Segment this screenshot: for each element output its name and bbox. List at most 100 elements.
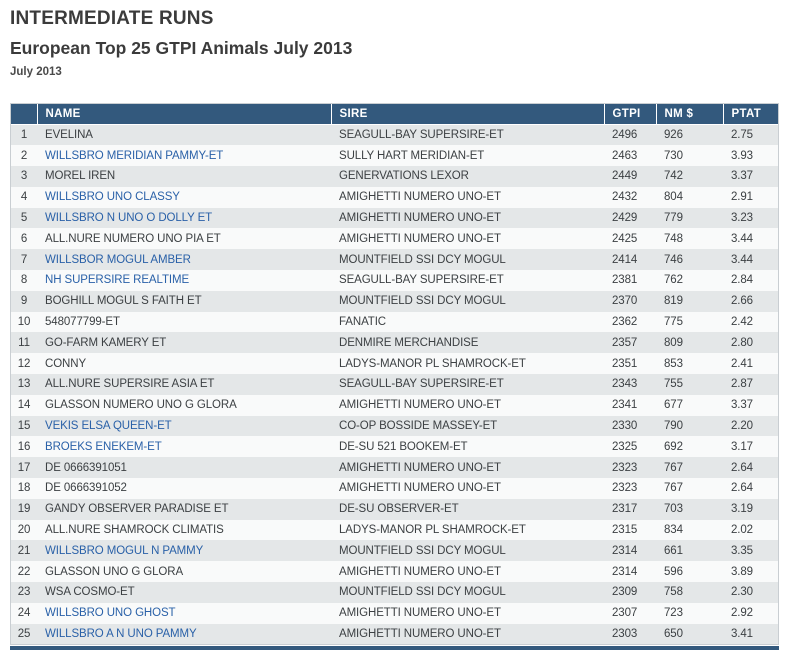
rank-cell: 19	[17, 503, 31, 516]
gtpi-cell: 2314	[612, 544, 638, 557]
nm-cell: 853	[664, 357, 683, 370]
name-cell: DE 0666391052	[37, 478, 331, 499]
nm-cell: 762	[664, 274, 683, 287]
section-title: INTERMEDIATE RUNS	[10, 8, 214, 29]
sire-cell: MOUNTFIELD SSI DCY MOGUL	[339, 544, 506, 557]
animal-name: EVELINA	[45, 129, 93, 142]
name-cell: MOREL IREN	[37, 166, 331, 187]
animal-name: MOREL IREN	[45, 170, 116, 183]
rank-cell: 9	[20, 295, 28, 308]
ptat-cell: 3.41	[731, 628, 753, 641]
animal-link[interactable]: WILLSBOR MOGUL AMBER	[45, 253, 191, 266]
rank-cell: 22	[17, 565, 31, 578]
animal-link[interactable]: WILLSBRO UNO GHOST	[45, 607, 176, 620]
sire-cell: AMIGHETTI NUMERO UNO-ET	[339, 461, 501, 474]
animal-link[interactable]: WILLSBRO MERIDIAN PAMMY-ET	[45, 149, 224, 162]
gtpi-cell: 2496	[612, 129, 638, 142]
sire-cell: DE-SU OBSERVER-ET	[339, 503, 459, 516]
table-row: 20 ALL.NURE SHAMROCK CLIMATIS LADYS-MANOR …	[11, 519, 778, 541]
animal-link[interactable]: WILLSBRO MOGUL N PAMMY	[45, 544, 204, 557]
rank-cell: 15	[17, 420, 31, 433]
nm-cell: 723	[664, 607, 683, 620]
name-cell: NH SUPERSIRE REALTIME	[37, 270, 331, 291]
nm-cell: 779	[664, 212, 683, 225]
sire-cell: SEAGULL-BAY SUPERSIRE-ET	[339, 274, 504, 287]
table-row: 3 MOREL IREN GENERVATIONS LEXOR 2449 742 3.37	[11, 166, 778, 187]
nm-cell: 650	[664, 628, 683, 641]
animal-name: 548077799-ET	[45, 316, 120, 329]
animal-name: DE 0666391051	[45, 461, 127, 474]
gtpi-cell: 2449	[612, 170, 638, 183]
ptat-cell: 2.64	[731, 482, 753, 495]
ptat-cell: 3.37	[731, 399, 753, 412]
article-title: European Top 25 GTPI Animals July 2013	[10, 38, 353, 58]
rank-cell: 24	[17, 607, 31, 620]
name-cell: BOGHILL MOGUL S FAITH ET	[37, 291, 331, 312]
sire-cell: MOUNTFIELD SSI DCY MOGUL	[339, 586, 506, 599]
gtpi-cell: 2357	[612, 336, 638, 349]
col-header-name: NAME	[36, 104, 331, 125]
table-row: 24 WILLSBRO UNO GHOST AMIGHETTI NUMERO UNO…	[11, 602, 778, 624]
rank-cell: 21	[17, 544, 31, 557]
name-cell: 548077799-ET	[37, 312, 331, 333]
gtpi-cell: 2317	[612, 503, 638, 516]
nm-cell: 748	[664, 232, 683, 245]
sire-cell: AMIGHETTI NUMERO UNO-ET	[339, 212, 501, 225]
name-cell: DE 0666391051	[37, 457, 331, 478]
rank-cell: 20	[17, 524, 31, 537]
rank-cell: 6	[20, 232, 28, 245]
animal-link[interactable]: WILLSBRO A N UNO PAMMY	[45, 628, 197, 641]
name-cell: GO-FARM KAMERY ET	[37, 332, 331, 353]
name-cell: ALL.NURE SHAMROCK CLIMATIS	[37, 520, 331, 541]
table-row: 18 DE 0666391052 AMIGHETTI NUMERO UNO-ET 23…	[11, 478, 778, 499]
gtpi-cell: 2314	[612, 565, 638, 578]
rank-cell: 2	[20, 149, 28, 162]
nm-cell: 596	[664, 565, 683, 578]
table-row: 7 WILLSBOR MOGUL AMBER MOUNTFIELD SSI DCY …	[11, 249, 778, 271]
animal-name: GO-FARM KAMERY ET	[45, 336, 167, 349]
col-header-gtpi: GTPI	[603, 104, 656, 125]
animal-link[interactable]: WILLSBRO UNO CLASSY	[45, 191, 180, 204]
rank-cell: 16	[17, 440, 31, 453]
name-cell: ALL.NURE NUMERO UNO PIA ET	[37, 228, 331, 249]
col-header-sire: SIRE	[330, 104, 604, 125]
nm-cell: 755	[664, 378, 683, 391]
gtpi-cell: 2463	[612, 149, 638, 162]
gtpi-cell: 2425	[612, 232, 638, 245]
table-footer-bar	[10, 646, 779, 650]
sire-cell: SEAGULL-BAY SUPERSIRE-ET	[339, 129, 504, 142]
gtpi-cell: 2323	[612, 461, 638, 474]
animal-link[interactable]: WILLSBRO N UNO O DOLLY ET	[45, 212, 213, 225]
ptat-cell: 2.92	[731, 607, 753, 620]
table-row: 22 GLASSON UNO G GLORA AMIGHETTI NUMERO UN…	[11, 561, 778, 583]
nm-cell: 834	[664, 524, 683, 537]
animal-name: ALL.NURE SUPERSIRE ASIA ET	[45, 378, 215, 391]
animal-link[interactable]: VEKIS ELSA QUEEN-ET	[45, 420, 172, 433]
sire-cell: CO-OP BOSSIDE MASSEY-ET	[339, 420, 498, 433]
ptat-cell: 2.41	[731, 357, 753, 370]
ptat-cell: 2.87	[731, 378, 753, 391]
animal-link[interactable]: NH SUPERSIRE REALTIME	[45, 274, 190, 287]
nm-cell: 730	[664, 149, 683, 162]
table-row: 8 NH SUPERSIRE REALTIME SEAGULL-BAY SUPERS…	[11, 270, 778, 291]
animal-link[interactable]: BROEKS ENEKEM-ET	[45, 440, 162, 453]
ptat-cell: 2.75	[731, 129, 753, 142]
animal-name: GANDY OBSERVER PARADISE ET	[45, 503, 229, 516]
ptat-cell: 3.44	[731, 253, 753, 266]
table-row: 15 VEKIS ELSA QUEEN-ET CO-OP BOSSIDE MASSE…	[11, 415, 778, 437]
animal-name: GLASSON NUMERO UNO G GLORA	[45, 399, 237, 412]
rank-cell: 13	[17, 378, 31, 391]
gtpi-table: NAME SIRE GTPI NM $ PTAT 1 EVELINA SEAGULL…	[11, 104, 778, 645]
sire-cell: DENMIRE MERCHANDISE	[339, 336, 479, 349]
ptat-cell: 3.93	[731, 149, 753, 162]
gtpi-cell: 2315	[612, 524, 638, 537]
name-cell: WILLSBRO N UNO O DOLLY ET	[37, 208, 331, 229]
ptat-cell: 2.64	[731, 461, 753, 474]
sire-cell: GENERVATIONS LEXOR	[339, 170, 469, 183]
date-label: July 2013	[10, 66, 62, 78]
nm-cell: 767	[664, 482, 683, 495]
ptat-cell: 3.44	[731, 232, 753, 245]
gtpi-cell: 2429	[612, 212, 638, 225]
table-row: 23 WSA COSMO-ET MOUNTFIELD SSI DCY MOGUL 23…	[11, 582, 778, 603]
ptat-cell: 3.23	[731, 212, 753, 225]
